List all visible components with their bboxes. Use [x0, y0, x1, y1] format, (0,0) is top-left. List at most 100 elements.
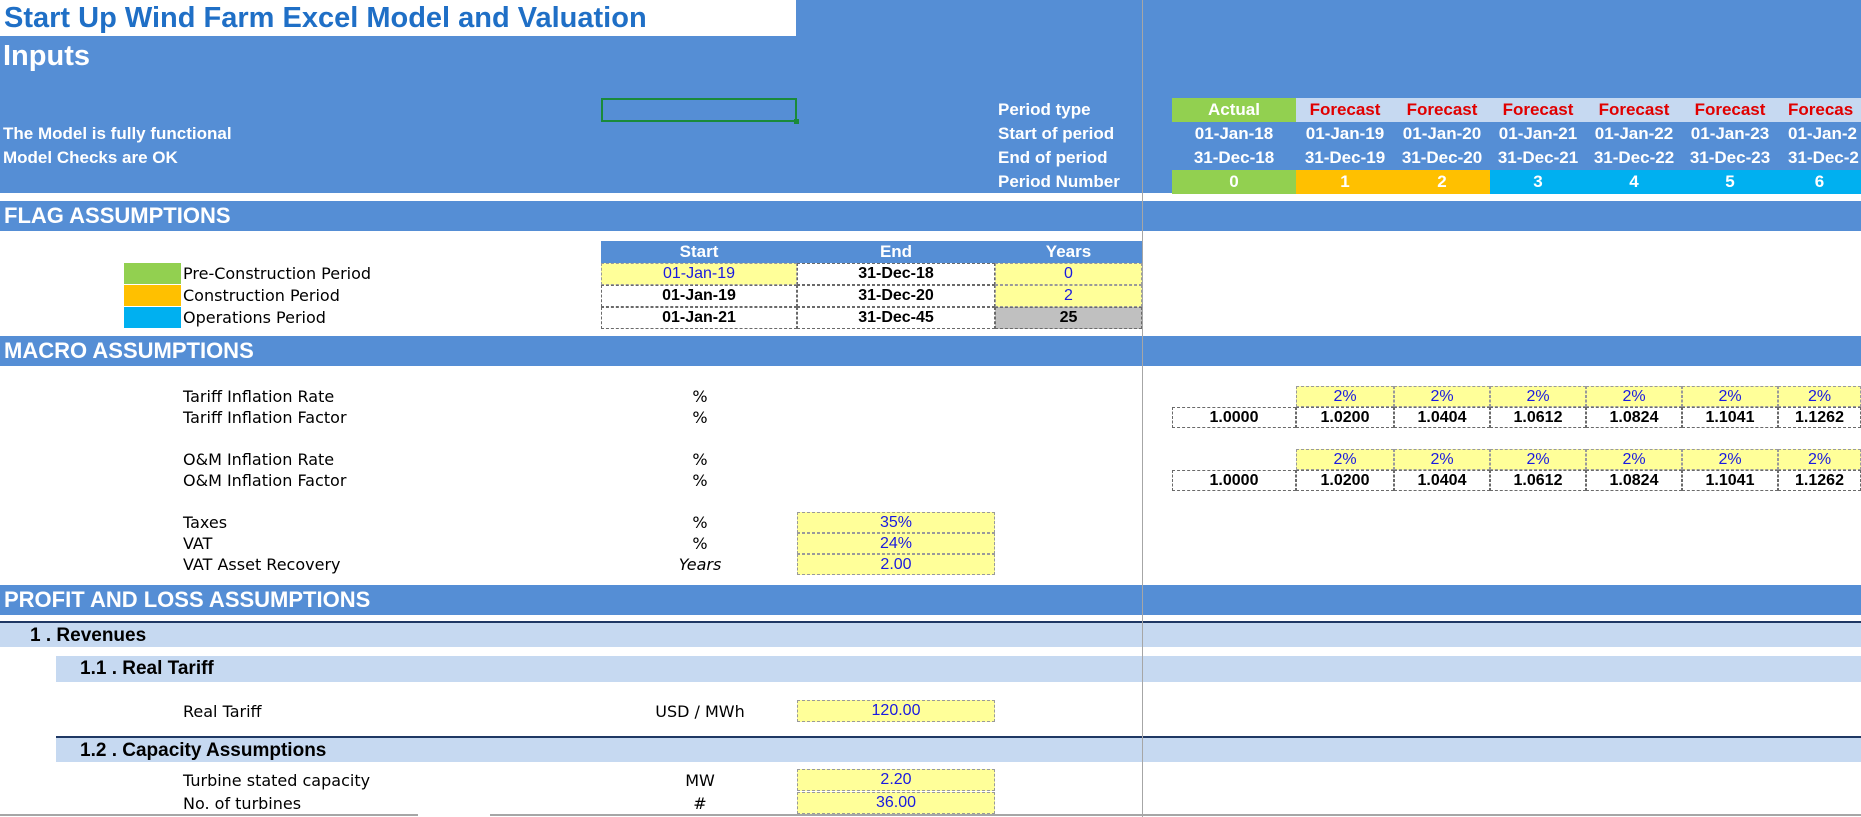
tariff-factor-cell[interactable]: 1.0824: [1586, 407, 1682, 428]
tariff-rate-cell[interactable]: 2%: [1394, 386, 1490, 407]
sheet-tab-scrollbar[interactable]: [0, 814, 418, 816]
period-number-3[interactable]: 3: [1490, 170, 1586, 194]
period-number-2[interactable]: 2: [1394, 170, 1490, 194]
tariff-rate-cell[interactable]: 2%: [1490, 386, 1586, 407]
period-end-4[interactable]: 31-Dec-22: [1593, 148, 1675, 167]
om-factor-cell[interactable]: 1.0612: [1490, 470, 1586, 491]
period-end-label: End of period: [998, 148, 1108, 167]
vat-recovery-input[interactable]: 2.00: [797, 554, 995, 575]
turbine-capacity-unit: MW: [685, 771, 715, 790]
om-inflation-rate-label: O&M Inflation Rate: [183, 450, 335, 469]
period-end-5[interactable]: 31-Dec-23: [1689, 148, 1771, 167]
period-number-1[interactable]: 1: [1296, 170, 1394, 194]
taxes-input[interactable]: 35%: [797, 512, 995, 533]
period-type-label: Period type: [998, 100, 1091, 119]
period-start-6[interactable]: 01-Jan-2: [1788, 124, 1857, 143]
turbine-capacity-input[interactable]: 2.20: [797, 769, 995, 791]
om-factor-cell[interactable]: 1.0824: [1586, 470, 1682, 491]
flag-construction-start[interactable]: 01-Jan-19: [601, 285, 797, 307]
period-number-0[interactable]: 0: [1172, 170, 1296, 194]
flag-preconstruction-end[interactable]: 31-Dec-18: [797, 263, 995, 285]
om-rate-cell[interactable]: 2%: [1586, 449, 1682, 470]
turbine-capacity-label: Turbine stated capacity: [183, 771, 371, 790]
tariff-rate-cell[interactable]: 2%: [1778, 386, 1861, 407]
period-start-3[interactable]: 01-Jan-21: [1498, 124, 1578, 143]
om-inflation-factor-unit: %: [692, 471, 708, 490]
flag-label-preconstruction: Pre-Construction Period: [183, 264, 372, 283]
tariff-rate-cell[interactable]: 2%: [1586, 386, 1682, 407]
real-tariff-unit: USD / MWh: [655, 702, 745, 721]
real-tariff-input[interactable]: 120.00: [797, 700, 995, 722]
period-type-4[interactable]: Forecast: [1586, 98, 1682, 122]
tariff-factor-cell[interactable]: 1.0612: [1490, 407, 1586, 428]
period-end-1[interactable]: 31-Dec-19: [1304, 148, 1386, 167]
period-number-4[interactable]: 4: [1586, 170, 1682, 194]
vat-input[interactable]: 24%: [797, 533, 995, 554]
om-factor-cell[interactable]: 1.0000: [1172, 470, 1296, 491]
period-start-5[interactable]: 01-Jan-23: [1690, 124, 1770, 143]
tariff-factor-cell[interactable]: 1.0404: [1394, 407, 1490, 428]
om-factor-cell[interactable]: 1.0404: [1394, 470, 1490, 491]
period-type-3[interactable]: Forecast: [1490, 98, 1586, 122]
flag-operations-years[interactable]: 25: [995, 307, 1142, 329]
period-end-2[interactable]: 31-Dec-20: [1401, 148, 1483, 167]
flag-swatch-construction: [124, 285, 181, 306]
taxes-unit: %: [692, 513, 708, 532]
tariff-factor-cell[interactable]: 1.1041: [1682, 407, 1778, 428]
period-number-6[interactable]: 6: [1778, 170, 1861, 194]
selected-cell[interactable]: [601, 98, 799, 124]
vat-recovery-label: VAT Asset Recovery: [183, 555, 341, 574]
turbines-label: No. of turbines: [183, 794, 302, 813]
flag-operations-end[interactable]: 31-Dec-45: [797, 307, 995, 329]
tariff-rate-cell[interactable]: 2%: [1296, 386, 1394, 407]
period-end-6[interactable]: 31-Dec-2: [1788, 148, 1859, 167]
vat-label: VAT: [183, 534, 213, 553]
om-factor-cell[interactable]: 1.1262: [1778, 470, 1861, 491]
period-number-label: Period Number: [998, 172, 1120, 191]
tariff-inflation-rate-unit: %: [692, 387, 708, 406]
om-rate-cell[interactable]: 2%: [1682, 449, 1778, 470]
title-cell[interactable]: [0, 0, 796, 36]
period-type-5[interactable]: Forecast: [1682, 98, 1778, 122]
tariff-factor-cell[interactable]: 1.0200: [1296, 407, 1394, 428]
period-type-6[interactable]: Forecas: [1778, 98, 1861, 122]
period-start-0[interactable]: 01-Jan-18: [1194, 124, 1274, 143]
period-start-4[interactable]: 01-Jan-22: [1594, 124, 1674, 143]
period-type-0[interactable]: Actual: [1172, 98, 1296, 122]
period-start-1[interactable]: 01-Jan-19: [1305, 124, 1385, 143]
horizontal-scrollbar[interactable]: [490, 814, 1861, 816]
om-rate-cell[interactable]: 2%: [1296, 449, 1394, 470]
period-start-2[interactable]: 01-Jan-20: [1402, 124, 1482, 143]
period-end-0[interactable]: 31-Dec-18: [1193, 148, 1275, 167]
flag-construction-end[interactable]: 31-Dec-20: [797, 285, 995, 307]
flag-construction-years[interactable]: 2: [995, 285, 1142, 307]
frozen-pane-divider: [1142, 0, 1143, 817]
om-factor-cell[interactable]: 1.1041: [1682, 470, 1778, 491]
section-flag-assumptions: FLAG ASSUMPTIONS: [0, 201, 1861, 231]
flag-operations-start[interactable]: 01-Jan-21: [601, 307, 797, 329]
page-title: Start Up Wind Farm Excel Model and Valua…: [4, 2, 647, 34]
vat-recovery-unit: Years: [678, 555, 722, 574]
flag-label-operations: Operations Period: [183, 308, 326, 327]
om-rate-cell[interactable]: 2%: [1490, 449, 1586, 470]
flag-preconstruction-start[interactable]: 01-Jan-19: [601, 263, 797, 285]
om-factor-cell[interactable]: 1.0200: [1296, 470, 1394, 491]
tariff-factor-cell[interactable]: 1.1262: [1778, 407, 1861, 428]
period-type-2[interactable]: Forecast: [1394, 98, 1490, 122]
real-tariff-label: Real Tariff: [183, 702, 262, 721]
flag-label-construction: Construction Period: [183, 286, 340, 305]
period-type-1[interactable]: Forecast: [1296, 98, 1394, 122]
flag-preconstruction-years[interactable]: 0: [995, 263, 1142, 285]
tariff-rate-cell[interactable]: 2%: [1682, 386, 1778, 407]
period-number-5[interactable]: 5: [1682, 170, 1778, 194]
om-inflation-rate-unit: %: [692, 450, 708, 469]
vat-unit: %: [692, 534, 708, 553]
om-rate-cell[interactable]: 2%: [1778, 449, 1861, 470]
turbines-input[interactable]: 36.00: [797, 792, 995, 814]
tariff-factor-cell[interactable]: 1.0000: [1172, 407, 1296, 428]
om-rate-cell[interactable]: 2%: [1394, 449, 1490, 470]
period-end-3[interactable]: 31-Dec-21: [1497, 148, 1579, 167]
section-macro-assumptions: MACRO ASSUMPTIONS: [0, 336, 1861, 366]
om-inflation-factor-label: O&M Inflation Factor: [183, 471, 347, 490]
tariff-inflation-rate-label: Tariff Inflation Rate: [183, 387, 335, 406]
